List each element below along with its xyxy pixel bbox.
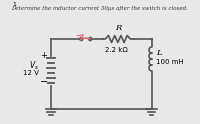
Text: 1: 1: [13, 2, 17, 7]
Text: 12 V: 12 V: [23, 70, 39, 76]
Text: R: R: [115, 24, 121, 32]
Text: −: −: [40, 77, 48, 87]
Text: L: L: [156, 49, 162, 57]
Text: 2.2 kΩ: 2.2 kΩ: [105, 47, 127, 53]
Text: $V_s$: $V_s$: [29, 60, 39, 72]
Text: +: +: [40, 51, 47, 61]
Text: 100 mH: 100 mH: [156, 59, 184, 65]
Text: Determine the inductor current 30µs after the switch is closed.: Determine the inductor current 30µs afte…: [12, 6, 188, 11]
